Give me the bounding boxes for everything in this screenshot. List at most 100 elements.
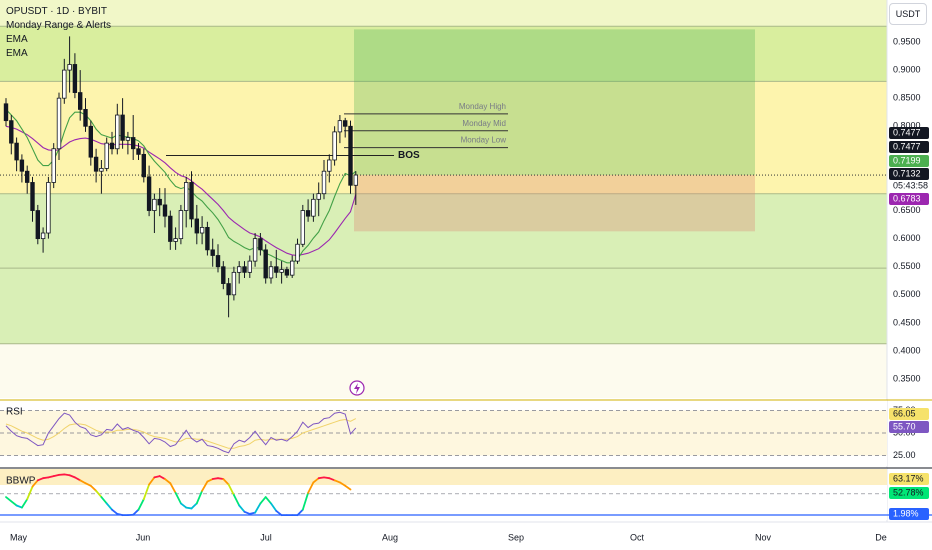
candle[interactable]	[252, 238, 258, 262]
candle[interactable]	[178, 210, 184, 240]
candle[interactable]	[274, 266, 279, 273]
price-tick-label: 0.8500	[893, 93, 921, 103]
candle[interactable]	[231, 271, 237, 296]
candle[interactable]	[67, 64, 72, 71]
candle[interactable]	[72, 64, 78, 93]
candle[interactable]	[99, 168, 104, 172]
indicator-ema-2-label[interactable]: EMA	[6, 48, 28, 59]
candle[interactable]	[56, 97, 62, 150]
candle[interactable]	[337, 120, 343, 133]
candle[interactable]	[14, 142, 19, 161]
candle[interactable]	[88, 125, 93, 158]
candle[interactable]	[353, 174, 358, 186]
candle[interactable]	[115, 114, 120, 150]
bbwp-line-segment	[259, 496, 267, 505]
price-tick-label: 0.3500	[893, 373, 921, 383]
candle[interactable]	[268, 266, 274, 279]
candle[interactable]	[183, 182, 189, 211]
bbwp-line-segment	[15, 504, 23, 509]
currency-button[interactable]: USDT	[889, 3, 927, 25]
symbol-title[interactable]: OPUSDT · 1D · BYBIT	[6, 6, 107, 17]
candle[interactable]	[162, 204, 168, 217]
candle[interactable]	[194, 218, 199, 234]
candle[interactable]	[9, 120, 14, 144]
candle[interactable]	[130, 137, 136, 150]
bbwp-line-segment	[333, 479, 341, 484]
candle[interactable]	[3, 103, 9, 122]
candle[interactable]	[146, 176, 152, 211]
monday-high-label: Monday High	[459, 102, 506, 111]
candle[interactable]	[168, 215, 173, 242]
candle[interactable]	[104, 142, 109, 169]
candle[interactable]	[311, 198, 316, 217]
bbwp-line-segment	[301, 491, 310, 511]
candle[interactable]	[157, 198, 162, 206]
candle[interactable]	[141, 153, 146, 178]
candle[interactable]	[263, 249, 268, 279]
candle[interactable]	[221, 266, 226, 284]
candle[interactable]	[35, 210, 40, 240]
candle[interactable]	[279, 269, 284, 273]
candle[interactable]	[205, 226, 210, 251]
bbwp-line-segment	[201, 480, 209, 492]
candle[interactable]	[30, 182, 35, 211]
candle[interactable]	[83, 109, 88, 127]
price-tag-label: 0.7477	[893, 127, 921, 137]
bos-label: BOS	[398, 150, 420, 161]
candle[interactable]	[125, 137, 131, 141]
candle[interactable]	[284, 269, 290, 276]
bbwp-line-segment	[338, 481, 347, 487]
bbwp-line-segment	[142, 483, 151, 501]
candle[interactable]	[199, 226, 205, 234]
bbwp-line-segment	[264, 496, 272, 505]
candle[interactable]	[348, 125, 353, 186]
candle[interactable]	[173, 238, 178, 242]
candle[interactable]	[316, 193, 321, 200]
candle[interactable]	[78, 92, 83, 110]
candle[interactable]	[19, 159, 25, 172]
time-axis-label: Jul	[260, 532, 272, 542]
long-position-stop-zone[interactable]	[354, 175, 755, 232]
candle[interactable]	[342, 120, 348, 127]
candle[interactable]	[62, 69, 67, 99]
candle[interactable]	[327, 159, 332, 172]
candle[interactable]	[242, 266, 247, 273]
candle[interactable]	[152, 198, 157, 211]
price-tag-label: 05:43:58	[893, 180, 928, 190]
indicator-ema-1-label[interactable]: EMA	[6, 34, 28, 45]
bbwp-line-segment	[137, 498, 145, 511]
bbwp-line-segment	[206, 478, 214, 483]
bbwp-line-segment	[190, 502, 198, 510]
candle[interactable]	[300, 210, 305, 245]
bbwp-line-segment	[36, 477, 44, 482]
time-axis-label: Nov	[755, 532, 772, 542]
candle[interactable]	[40, 232, 46, 240]
candle[interactable]	[24, 170, 30, 183]
candle[interactable]	[109, 142, 115, 150]
monday-mid-label: Monday Mid	[462, 119, 506, 128]
price-tag-label: 0.7199	[893, 155, 921, 165]
long-position-profit-zone[interactable]	[354, 29, 755, 176]
candle[interactable]	[136, 148, 141, 155]
candle[interactable]	[305, 210, 311, 217]
candle[interactable]	[289, 260, 295, 276]
candle[interactable]	[51, 148, 56, 183]
candle[interactable]	[236, 266, 242, 273]
candle[interactable]	[46, 182, 51, 234]
candle[interactable]	[321, 170, 327, 195]
candle[interactable]	[210, 249, 215, 256]
indicator-monday-range-label[interactable]: Monday Range & Alerts	[6, 20, 112, 31]
candle[interactable]	[120, 114, 125, 141]
candle[interactable]	[215, 255, 221, 268]
candle[interactable]	[189, 182, 194, 220]
candle[interactable]	[295, 243, 300, 262]
candle[interactable]	[93, 156, 99, 172]
bbwp-line-segment	[270, 502, 278, 512]
candle[interactable]	[258, 238, 263, 251]
candle[interactable]	[226, 283, 231, 296]
candle[interactable]	[247, 260, 252, 273]
candle[interactable]	[332, 131, 337, 161]
time-axis-label: De	[875, 532, 887, 542]
